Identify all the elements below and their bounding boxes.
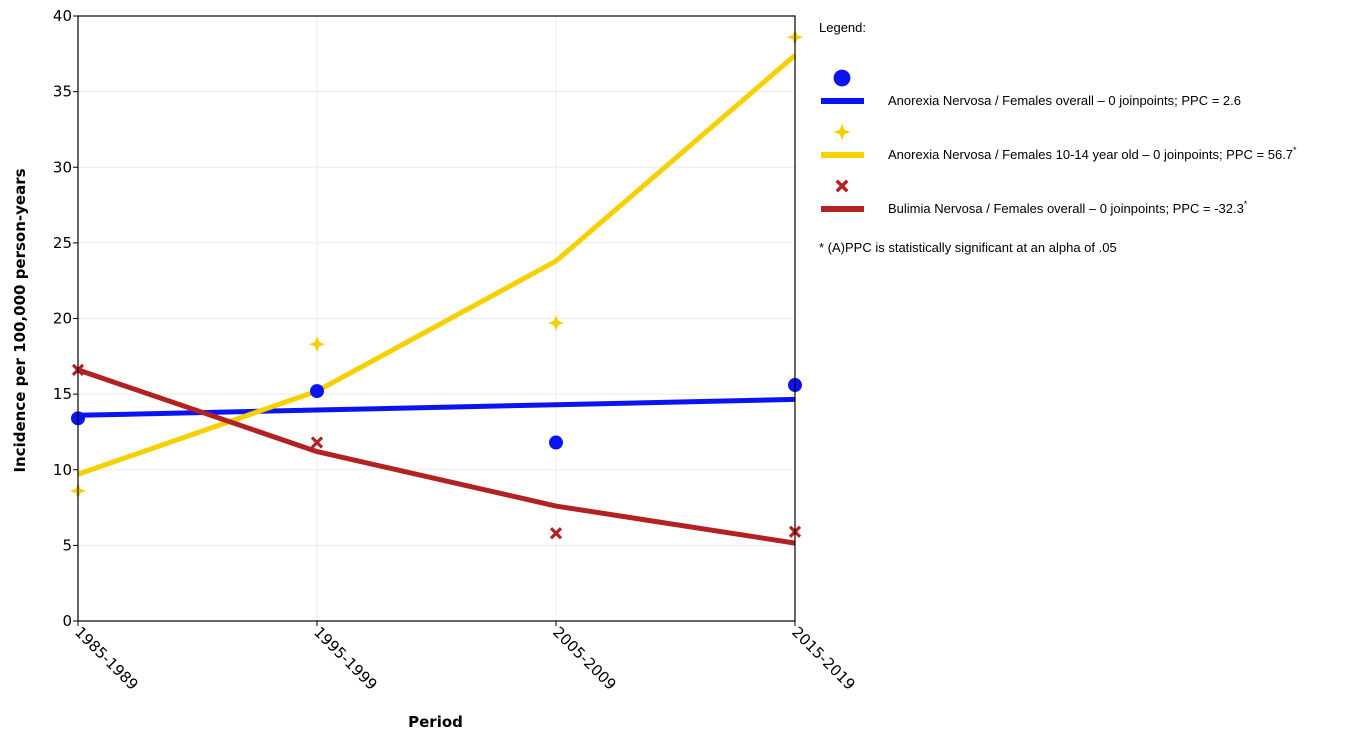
y-tick-label: 40 [53, 7, 72, 25]
fitted-line-series-3 [77, 367, 796, 546]
y-axis-ticks: 0 5 10 15 20 25 30 35 40 [53, 7, 78, 630]
x-tick-label: 1985-1989 [71, 623, 142, 694]
legend-label-superscript: * [1244, 199, 1248, 209]
legend-marker-series-3 [835, 179, 849, 193]
legend-label: Anorexia Nervosa / Females overall – 0 j… [888, 93, 1241, 108]
legend-marker-series-2 [833, 123, 851, 141]
legend-label: Bulimia Nervosa / Females overall – 0 jo… [888, 199, 1248, 216]
legend-entry: Bulimia Nervosa / Females overall – 0 jo… [821, 179, 1248, 216]
x-tick-label: 2005-2009 [549, 623, 620, 694]
data-point-series-3 [549, 527, 563, 540]
y-tick-label: 15 [53, 385, 72, 403]
legend-label-superscript: * [1293, 145, 1297, 155]
y-axis-title: Incidence per 100,000 person-years [11, 168, 29, 472]
y-tick-label: 10 [53, 461, 72, 479]
grid [78, 16, 795, 621]
data-point-series-2 [309, 336, 325, 353]
x-axis-title: Period [408, 713, 463, 731]
legend-label: Anorexia Nervosa / Females 10-14 year ol… [888, 145, 1297, 162]
y-tick-label: 0 [62, 612, 72, 630]
y-tick-label: 30 [53, 158, 72, 176]
x-tick-label: 1995-1999 [310, 623, 381, 694]
y-tick-label: 5 [62, 536, 72, 554]
y-tick-label: 35 [53, 83, 72, 101]
x-tick-label: 2015-2019 [788, 623, 859, 694]
legend: Legend: * (A)PPC is statistically signif… [819, 20, 1297, 255]
legend-entry: Anorexia Nervosa / Females overall – 0 j… [821, 69, 1241, 108]
data-point-series-1 [549, 435, 563, 450]
data-point-series-2 [548, 315, 564, 332]
fitted-line-series-2 [77, 53, 797, 477]
legend-marker-series-1 [833, 69, 851, 87]
y-tick-label: 20 [53, 310, 72, 328]
data-point-series-3 [310, 436, 324, 449]
legend-footnote: * (A)PPC is statistically significant at… [819, 240, 1117, 255]
x-axis-ticks: 1985-1989 1995-1999 2005-2009 2015-2019 [71, 621, 859, 694]
legend-entry: Anorexia Nervosa / Females 10-14 year ol… [821, 123, 1297, 162]
observed-markers [70, 29, 803, 540]
fitted-lines [77, 53, 797, 546]
data-point-series-1 [310, 384, 324, 399]
legend-title: Legend: [819, 20, 866, 35]
y-tick-label: 25 [53, 234, 72, 252]
